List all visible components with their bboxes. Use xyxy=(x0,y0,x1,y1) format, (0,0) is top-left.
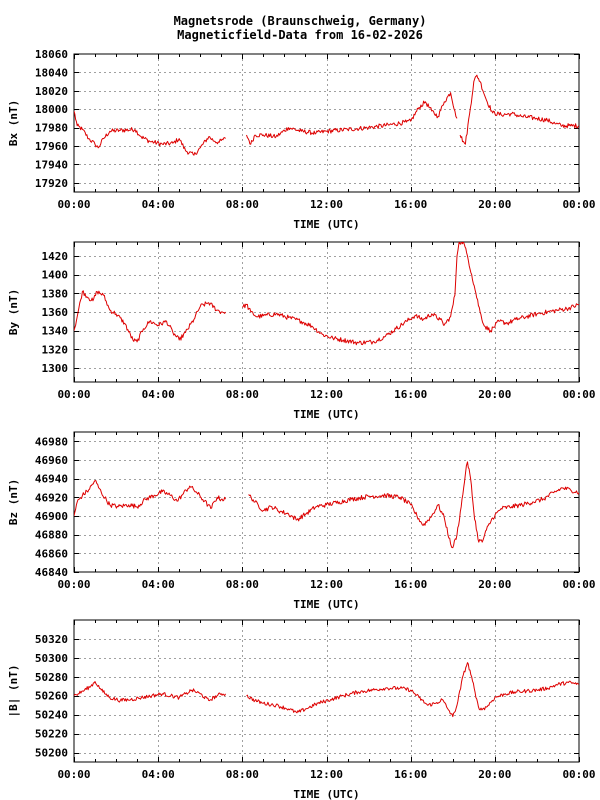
panel-by-xtick-label: 00:00 xyxy=(57,388,90,401)
panel-bx-xtick-label: 08:00 xyxy=(226,198,259,211)
panel-bx-ytick-label: 18060 xyxy=(35,48,68,61)
panel-bz-xtick-label: 08:00 xyxy=(226,578,259,591)
panel-bx-ytick-label: 17940 xyxy=(35,158,68,171)
panel-bx-ytick-label: 18000 xyxy=(35,103,68,116)
panel-b-series-line-0 xyxy=(74,662,579,718)
panel-bx-ytick-label: 18040 xyxy=(35,66,68,79)
panel-b-ytick-label: 50220 xyxy=(35,728,68,741)
panel-bz-ylabel: Bz (nT) xyxy=(7,479,20,525)
chart-title-line-1: Magnetsrode (Braunschweig, Germany) xyxy=(173,14,427,28)
panel-by-ytick-label: 1420 xyxy=(42,250,69,263)
panel-b-xtick-label: 16:00 xyxy=(394,768,427,781)
panel-bx-xtick-label: 12:00 xyxy=(310,198,343,211)
panel-bx-xtick-label: 04:00 xyxy=(142,198,175,211)
panel-by-series-line-0 xyxy=(74,242,579,346)
panel-by-xlabel: TIME (UTC) xyxy=(293,408,359,421)
panel-by-ylabel: By (nT) xyxy=(7,289,20,335)
panel-bz-ytick-label: 46860 xyxy=(35,547,68,560)
panel-bx-xtick-label: 20:00 xyxy=(478,198,511,211)
panel-by-ytick-label: 1300 xyxy=(42,362,69,375)
panel-bz-xtick-label: 00:00 xyxy=(562,578,595,591)
panel-bz-series-line-0 xyxy=(74,461,579,549)
panel-b-xtick-label: 08:00 xyxy=(226,768,259,781)
panel-b-ytick-label: 50300 xyxy=(35,652,68,665)
panel-bx-ytick-label: 17960 xyxy=(35,140,68,153)
panel-b-ylabel: |B| (nT) xyxy=(7,665,20,718)
panel-b-ytick-label: 50320 xyxy=(35,633,68,646)
chart-title-line-2: Magneticfield-Data from 16-02-2026 xyxy=(177,28,423,42)
panel-bz-ytick-label: 46840 xyxy=(35,566,68,579)
panel-b-ytick-label: 50280 xyxy=(35,671,68,684)
panel-by-xtick-label: 04:00 xyxy=(142,388,175,401)
panel-bx-xlabel: TIME (UTC) xyxy=(293,218,359,231)
panel-bz-xtick-label: 04:00 xyxy=(142,578,175,591)
panel-b-frame xyxy=(73,619,580,763)
panel-b-xtick-label: 20:00 xyxy=(478,768,511,781)
panel-by-ytick-label: 1340 xyxy=(42,325,69,338)
panel-bx-ytick-label: 18020 xyxy=(35,85,68,98)
panel-by-xtick-label: 08:00 xyxy=(226,388,259,401)
panel-b-xlabel: TIME (UTC) xyxy=(293,788,359,800)
panel-by-xtick-label: 20:00 xyxy=(478,388,511,401)
panel-bz-ytick-label: 46900 xyxy=(35,510,68,523)
panel-bz-xtick-label: 20:00 xyxy=(478,578,511,591)
panel-by-xtick-label: 00:00 xyxy=(562,388,595,401)
panel-b-ytick-label: 50240 xyxy=(35,709,68,722)
panel-bz-xtick-label: 00:00 xyxy=(57,578,90,591)
panel-bx-series-line-0 xyxy=(74,74,579,156)
panel-bz-frame xyxy=(73,431,580,573)
panel-b-ytick-label: 50200 xyxy=(35,747,68,760)
panel-bx-ylabel: Bx (nT) xyxy=(7,100,20,146)
panel-bx-ytick-label: 17920 xyxy=(35,177,68,190)
panel-bx-xtick-label: 16:00 xyxy=(394,198,427,211)
panel-by-ytick-label: 1360 xyxy=(42,306,69,319)
panel-b-xtick-label: 00:00 xyxy=(57,768,90,781)
panel-bx-xtick-label: 00:00 xyxy=(57,198,90,211)
panel-b-xtick-label: 04:00 xyxy=(142,768,175,781)
panel-bx-frame xyxy=(73,53,580,193)
panel-bx-ytick-label: 17980 xyxy=(35,122,68,135)
panel-by-ytick-label: 1400 xyxy=(42,269,69,282)
panel-bz-xlabel: TIME (UTC) xyxy=(293,598,359,611)
panel-bz-ytick-label: 46940 xyxy=(35,473,68,486)
panel-bz-ytick-label: 46920 xyxy=(35,491,68,504)
panel-b-xtick-label: 00:00 xyxy=(562,768,595,781)
panel-by-ytick-label: 1320 xyxy=(42,343,69,356)
panel-bz-ytick-label: 46880 xyxy=(35,529,68,542)
panel-bz-xtick-label: 16:00 xyxy=(394,578,427,591)
panel-b-xtick-label: 12:00 xyxy=(310,768,343,781)
panel-by-xtick-label: 12:00 xyxy=(310,388,343,401)
panel-b-ytick-label: 50260 xyxy=(35,690,68,703)
panel-bz-ytick-label: 46980 xyxy=(35,435,68,448)
panel-bz-ytick-label: 46960 xyxy=(35,454,68,467)
panel-by-xtick-label: 16:00 xyxy=(394,388,427,401)
panel-bz-xtick-label: 12:00 xyxy=(310,578,343,591)
panel-bx-xtick-label: 00:00 xyxy=(562,198,595,211)
panel-by-ytick-label: 1380 xyxy=(42,287,69,300)
